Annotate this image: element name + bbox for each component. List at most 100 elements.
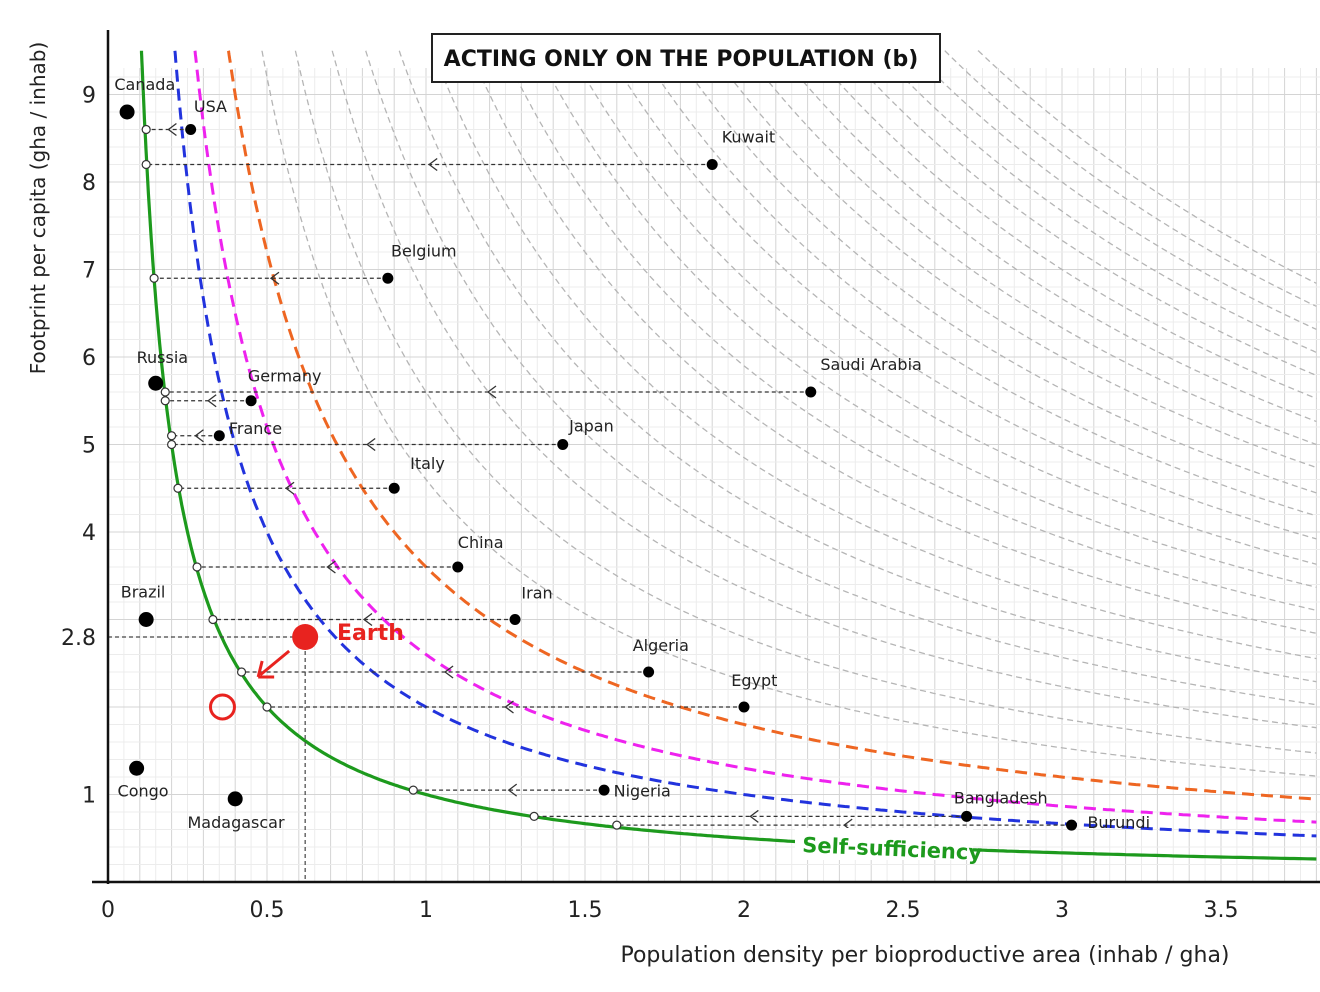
- projected-point: [236, 667, 247, 677]
- background-curve: [843, 50, 1317, 377]
- background-curve: [944, 50, 1317, 307]
- x-tick-label: 0: [101, 898, 115, 923]
- arrow-head: [507, 783, 518, 797]
- background-curve: [261, 50, 1317, 777]
- footprint-curves: [139, 50, 1317, 861]
- country-label: Belgium: [391, 241, 457, 260]
- arrow-head: [269, 271, 280, 285]
- country-label: Canada: [114, 75, 175, 94]
- country-point: [598, 784, 610, 796]
- title-box: [431, 33, 941, 83]
- arrow-head: [362, 612, 373, 627]
- footprint-curve: [227, 50, 1317, 801]
- projected-point: [208, 614, 218, 625]
- country-label: Nigeria: [614, 781, 671, 800]
- x-axis-title: Population density per bioproductive are…: [620, 943, 1229, 968]
- projected-point: [173, 483, 183, 493]
- country-point: [245, 395, 257, 407]
- background-curves: [261, 50, 1317, 777]
- y-tick-label: 6: [82, 346, 96, 371]
- projected-point: [262, 702, 272, 712]
- country-point: [119, 104, 135, 120]
- y-tick-labels: 1 2.8 4 5 6 7 8 9: [61, 84, 96, 809]
- background-curve: [743, 50, 1317, 446]
- background-curve: [977, 50, 1317, 284]
- background-curve: [432, 50, 1317, 660]
- earth-point: [292, 624, 319, 650]
- background-curve: [331, 50, 1317, 729]
- country-point: [509, 614, 521, 625]
- country-point: [213, 430, 225, 442]
- projected-point: [408, 785, 418, 795]
- country-label: Iran: [521, 584, 552, 603]
- projected-point: [160, 396, 170, 406]
- arrow-head: [504, 700, 514, 714]
- projected-point: [149, 273, 159, 283]
- x-tick-label: 3: [1055, 898, 1069, 923]
- country-point: [643, 666, 655, 678]
- background-curve: [365, 50, 1317, 706]
- country-label: Kuwait: [722, 128, 775, 147]
- arrow-head: [194, 429, 204, 443]
- y-tick-label: 2.8: [61, 626, 96, 651]
- arrow-head: [443, 665, 454, 679]
- earth-label: Earth: [337, 621, 404, 646]
- x-tick-label: 1: [419, 898, 433, 923]
- projected-point: [529, 811, 539, 821]
- background-curve: [294, 50, 1317, 754]
- y-tick-label: 7: [82, 259, 96, 284]
- background-curve: [709, 50, 1317, 469]
- chart-title: ACTING ONLY ON THE POPULATION (b): [444, 47, 919, 72]
- country-label: Germany: [248, 367, 322, 386]
- projected-point: [160, 387, 170, 397]
- self-sufficiency-label-bg: [795, 828, 973, 860]
- footprint-curve: [193, 50, 1317, 824]
- self-sufficiency-curve: [139, 50, 1317, 861]
- country-label: Bangladesh: [954, 788, 1048, 807]
- country-point: [557, 439, 569, 450]
- country-label: Japan: [568, 416, 614, 435]
- projected-point: [192, 562, 202, 572]
- country-label: France: [229, 419, 282, 438]
- projected-point: [167, 431, 177, 441]
- projected-point: [612, 820, 622, 830]
- y-axis-title: Footprint per capita (gha / inhab): [26, 42, 50, 375]
- x-tick-label: 2.5: [886, 898, 921, 923]
- footprint-curve: [173, 50, 1317, 838]
- country-label: Congo: [118, 781, 169, 800]
- country-label: Egypt: [731, 671, 777, 690]
- background-curve: [398, 50, 1317, 683]
- background-curve: [502, 50, 1317, 611]
- country-label: Algeria: [633, 636, 689, 655]
- country-point: [706, 159, 718, 170]
- background-curve: [569, 50, 1317, 565]
- earth-target-circle: [208, 693, 236, 721]
- country-point: [185, 124, 197, 135]
- projection-arrows: [108, 122, 1072, 882]
- x-tick-label: 1.5: [568, 898, 603, 923]
- background-curve: [535, 50, 1317, 588]
- x-tick-label: 3.5: [1204, 898, 1239, 923]
- earth-arrow: [259, 649, 291, 677]
- y-tick-label: 1: [82, 784, 96, 809]
- country-label: Italy: [410, 454, 445, 473]
- arrow-head: [486, 385, 497, 399]
- y-tick-label: 9: [82, 84, 96, 109]
- arrow-head: [167, 122, 177, 137]
- country-point: [148, 375, 164, 391]
- arrow-head: [366, 437, 376, 452]
- country-point: [1066, 819, 1078, 831]
- country-label: USA: [194, 97, 227, 116]
- background-curve: [910, 50, 1317, 330]
- arrow-head: [749, 809, 759, 823]
- background-curve: [810, 50, 1317, 400]
- arrow-head: [326, 560, 336, 574]
- y-tick-label: 4: [82, 521, 96, 546]
- country-point: [452, 561, 464, 573]
- projected-point: [141, 124, 151, 135]
- projected-point: [167, 439, 177, 450]
- earth-marker: Earth: [208, 621, 404, 721]
- background-curve: [877, 50, 1317, 354]
- arrow-head: [207, 394, 217, 408]
